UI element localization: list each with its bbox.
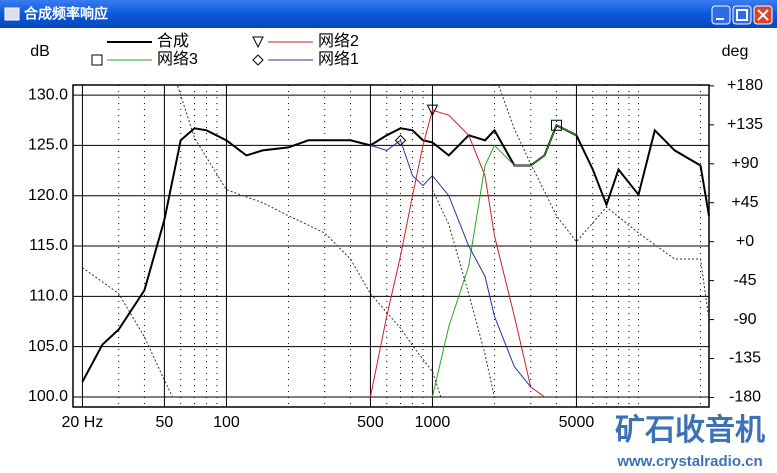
plot-frame <box>72 84 710 408</box>
y2-tick-label: -90 <box>733 311 756 328</box>
y2-tick-label: +90 <box>731 155 758 172</box>
legend-marker <box>252 36 264 49</box>
y2-tick-label: +180 <box>727 77 763 94</box>
x-tick-label: 1000 <box>415 414 451 431</box>
minimize-button[interactable] <box>711 5 731 25</box>
x-tick-label: 100 <box>213 414 240 431</box>
y-tick-label: 115.0 <box>29 237 68 254</box>
y2-tick-label: +45 <box>731 194 758 211</box>
y-tick-label: 105.0 <box>28 338 68 355</box>
x-tick-label: 50 <box>156 414 174 431</box>
title-bar <box>0 0 777 28</box>
series-line <box>81 123 710 383</box>
x-tick-label: 500 <box>357 414 384 431</box>
close-button[interactable] <box>753 5 773 25</box>
series-line <box>431 124 577 398</box>
legend-label: 网络1 <box>318 49 359 68</box>
series-marker <box>550 119 562 131</box>
phase-line <box>82 85 442 398</box>
legend-label: 合成 <box>157 32 189 50</box>
series-line <box>369 109 545 398</box>
series-marker <box>394 134 407 147</box>
y-tick-label: 130.0 <box>28 86 68 103</box>
y-axis-label: dB <box>30 43 50 60</box>
legend-marker <box>91 54 103 66</box>
window-title: 合成频率响应 <box>24 6 108 22</box>
watermark-url: www.crystalradio.cn <box>616 453 762 470</box>
legend-label: 网络2 <box>318 31 359 50</box>
x-tick-label: 20 Hz <box>62 414 104 431</box>
y2-tick-label: +135 <box>727 116 763 133</box>
phase-line <box>431 85 710 398</box>
y-tick-label: 125.0 <box>28 137 68 154</box>
y-tick-label: 100.0 <box>28 388 68 405</box>
y2-tick-label: -135 <box>729 350 761 367</box>
y2-tick-label: +0 <box>736 233 754 250</box>
watermark: 矿石收音机 <box>615 413 765 447</box>
series-marker <box>426 104 439 117</box>
y-tick-label: 110.0 <box>29 288 68 305</box>
y-tick-label: 120.0 <box>28 187 68 204</box>
legend-label: 网络3 <box>157 49 198 68</box>
window-icon <box>4 7 20 21</box>
series-line <box>370 139 532 388</box>
y2-axis-label: deg <box>722 43 749 60</box>
y2-tick-label: -180 <box>729 389 761 406</box>
x-tick-label: 5000 <box>559 414 595 431</box>
y2-tick-label: -45 <box>733 272 756 289</box>
legend-marker <box>252 54 264 66</box>
maximize-button[interactable] <box>732 5 752 25</box>
